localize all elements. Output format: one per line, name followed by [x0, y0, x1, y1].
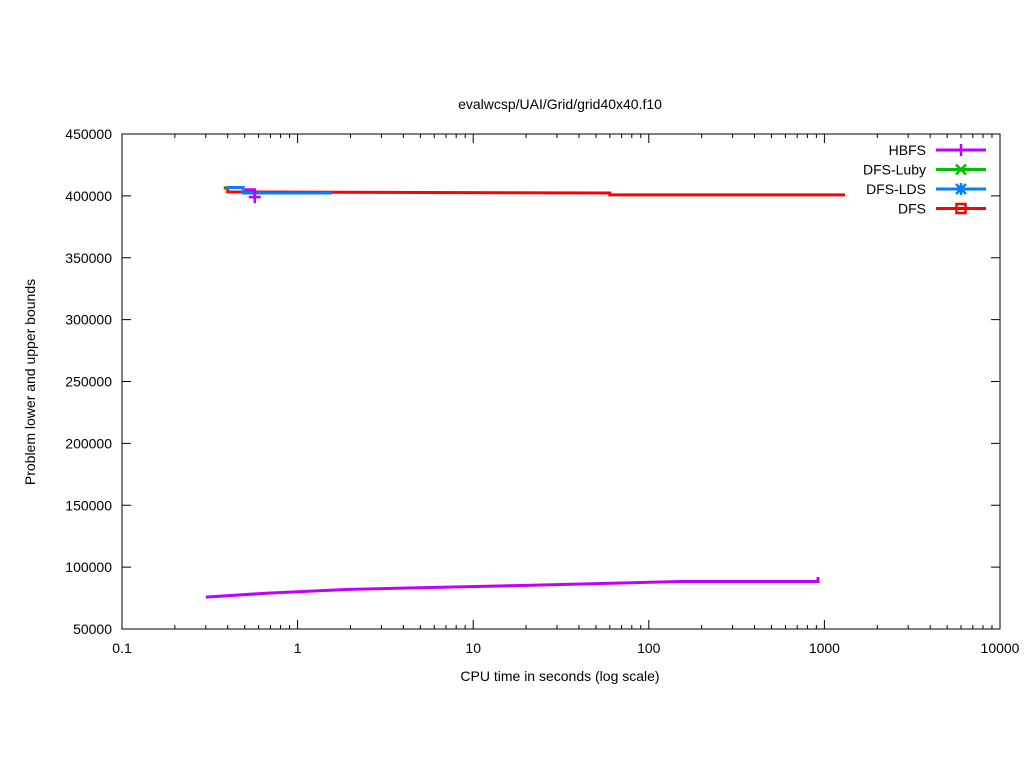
- x-tick-label: 100: [637, 640, 661, 656]
- y-tick-label: 350000: [65, 250, 112, 266]
- chart-title: evalwcsp/UAI/Grid/grid40x40.f10: [458, 96, 662, 112]
- plot-frame: [121, 133, 1001, 630]
- x-tick-label: 10: [465, 640, 481, 656]
- series-line: [225, 186, 332, 195]
- legend-label: DFS: [898, 201, 926, 217]
- y-tick-label: 300000: [65, 312, 112, 328]
- x-tick-label: 10000: [981, 640, 1020, 656]
- x-tick-label: 1: [294, 640, 302, 656]
- series-hbfs: [205, 188, 820, 599]
- y-tick-label: 50000: [73, 621, 112, 637]
- data-point-marker: [248, 191, 261, 204]
- legend: HBFS DFS-Luby DFS-LDS DFS: [863, 142, 986, 217]
- y-tick-label: 400000: [65, 188, 112, 204]
- y-tick-label: 250000: [65, 374, 112, 390]
- x-tick-label: 1000: [809, 640, 840, 656]
- legend-label: DFS-Luby: [863, 162, 926, 178]
- x-tick-label: 0.1: [112, 640, 132, 656]
- series-line: [205, 577, 820, 599]
- legend-marker-plus-icon: [955, 144, 967, 156]
- y-tick-label: 150000: [65, 497, 112, 513]
- series-dfs-lds: [225, 186, 332, 195]
- legend-marker-x-icon: [955, 163, 967, 176]
- y-axis-label: Problem lower and upper bounds: [22, 279, 38, 485]
- legend-label: DFS-LDS: [866, 181, 926, 197]
- legend-label: HBFS: [889, 142, 926, 158]
- legend-marker-square-icon: [955, 202, 967, 215]
- y-tick-label: 200000: [65, 435, 112, 451]
- y-tick-label: 100000: [65, 559, 112, 575]
- x-axis-label: CPU time in seconds (log scale): [460, 668, 659, 684]
- legend-marker-star-icon: [955, 183, 967, 195]
- y-tick-label: 450000: [65, 126, 112, 142]
